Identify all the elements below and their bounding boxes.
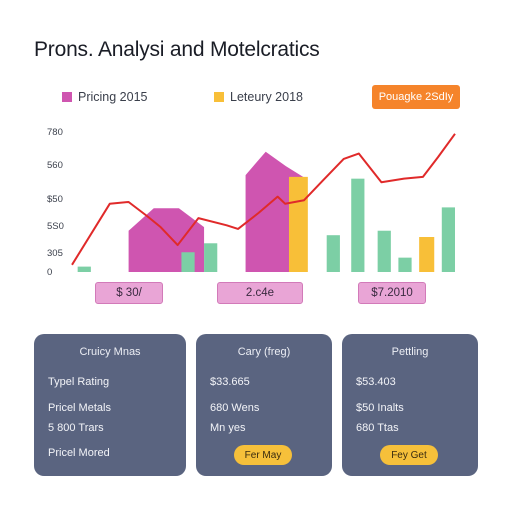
- legend-item-leteury: Leteury 2018: [214, 90, 303, 104]
- y-tick-label: 560: [47, 160, 63, 171]
- card-row: Typel Rating: [48, 376, 110, 388]
- card-row: 680 Wens: [210, 402, 260, 414]
- y-tick-label: 5S0: [47, 221, 64, 232]
- bar: [204, 243, 218, 272]
- bar: [419, 237, 435, 272]
- legend-swatch-leteury: [214, 92, 224, 102]
- card-title: Pettling: [391, 346, 429, 358]
- card-title: Cary (freg): [237, 346, 291, 358]
- y-tick-label: 0: [47, 267, 52, 278]
- bar: [377, 230, 391, 272]
- bar: [77, 266, 91, 272]
- trend-line: [71, 133, 456, 266]
- bar: [351, 178, 365, 272]
- card-row: 680 Ttas: [356, 422, 399, 434]
- legend-swatch-pricing: [62, 92, 72, 102]
- package-badge[interactable]: Pouagke 2SdIy: [372, 85, 460, 109]
- bar: [398, 257, 412, 272]
- bar: [441, 207, 455, 272]
- card-row: 5 800 Trars: [48, 422, 104, 434]
- legend-label-leteury: Leteury 2018: [230, 90, 303, 104]
- legend-item-pricing: Pricing 2015: [62, 90, 148, 104]
- card-row: Pricel Mored: [48, 447, 110, 459]
- y-tick-label: 305: [47, 248, 63, 259]
- card-row: Mn yes: [210, 422, 246, 434]
- fer-may-button[interactable]: Fer May: [234, 445, 292, 465]
- card-pettling: Pettling $53.403 $50 Inalts 680 Ttas Fey…: [342, 334, 478, 476]
- bar: [181, 252, 195, 272]
- card-title: Cruicy Mnas: [79, 346, 141, 358]
- chart-title: Prons. Analysi and Motelcratics: [34, 38, 320, 61]
- card-row: Pricel Metals: [48, 402, 111, 414]
- value-label-2: 2.c4e: [217, 282, 303, 304]
- chart-plot: 780 560 $50 5S0 305 0: [47, 127, 456, 278]
- bar: [326, 235, 340, 272]
- legend-label-pricing: Pricing 2015: [78, 90, 148, 104]
- card-cary: Cary (freg) $33.665 680 Wens Mn yes Fer …: [196, 334, 332, 476]
- card-cruicy: Cruicy Mnas Typel Rating Pricel Metals 5…: [34, 334, 186, 476]
- fey-get-button[interactable]: Fey Get: [380, 445, 438, 465]
- y-tick-label: 780: [47, 127, 63, 138]
- card-row: $33.665: [210, 376, 250, 388]
- y-tick-label: $50: [47, 194, 63, 205]
- value-label-1: $ 30/: [95, 282, 163, 304]
- card-row: $53.403: [356, 376, 396, 388]
- value-label-3: $7.2010: [358, 282, 426, 304]
- card-row: $50 Inalts: [356, 402, 404, 414]
- bar: [288, 176, 308, 272]
